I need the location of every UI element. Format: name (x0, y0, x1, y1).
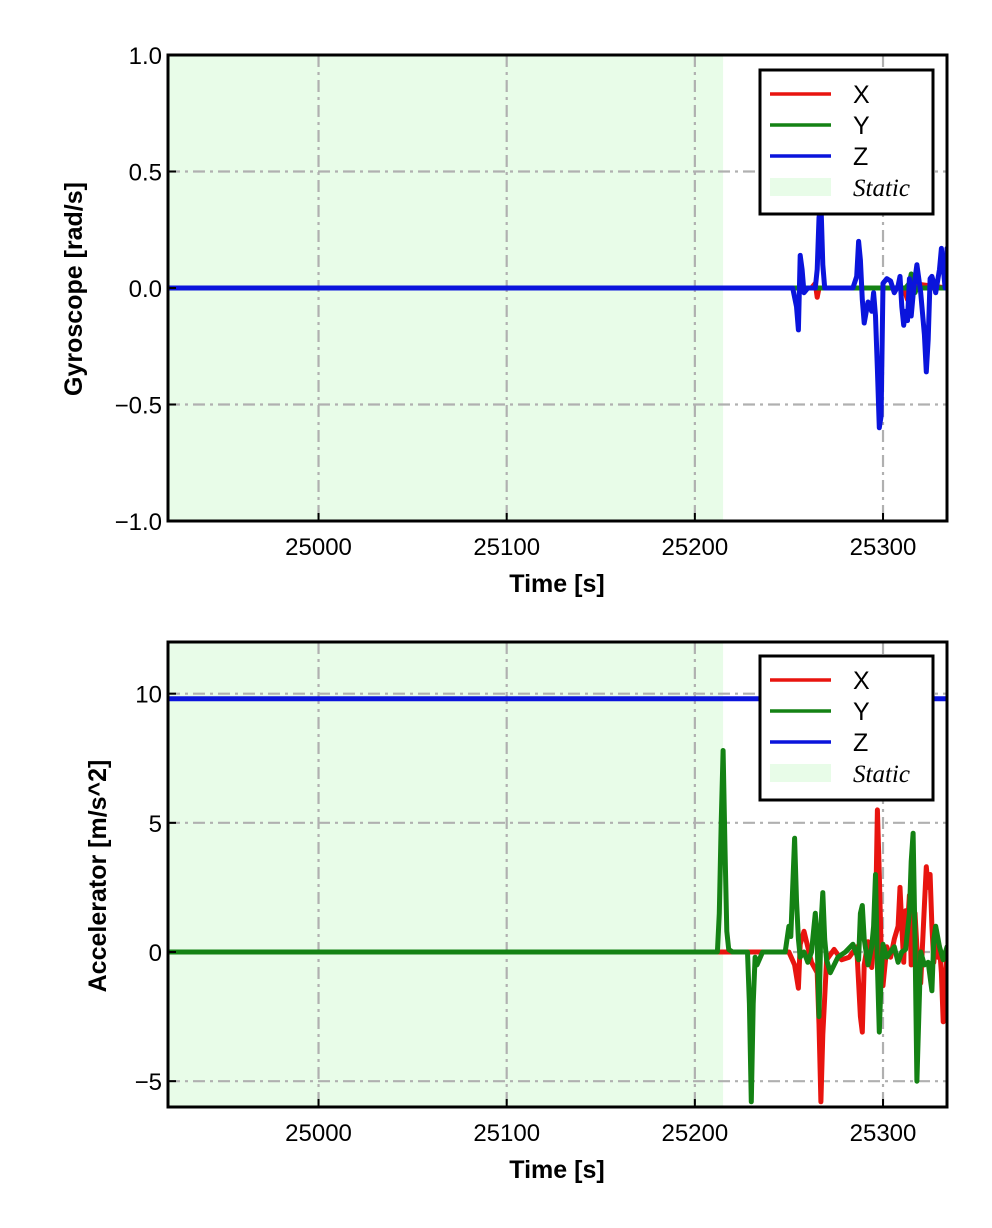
accelerator-y-tick-label: −5 (135, 1069, 162, 1096)
gyroscope-panel: 25000 25100 25200 25300 −1.0 −0.5 0.0 0.5 1.0 XYZ… (60, 43, 949, 598)
accelerator-plot-area: 25000 25100 25200 25300 −5 0 5 10 XYZ Static (135, 640, 949, 1147)
gyroscope-x-tick-label: 25100 (473, 534, 540, 561)
accelerator-x-tick-label: 25300 (850, 1120, 917, 1147)
accelerator-axes-frame (166, 640, 949, 1109)
accelerator-legend-label-static: Static (853, 761, 910, 788)
accelerator-x-axis-title: Time [s] (509, 1156, 604, 1184)
gyroscope-x-axis-title: Time [s] (509, 570, 604, 598)
gyroscope-y-tick-label: −0.5 (115, 393, 162, 420)
gyroscope-y-tick-label: −1.0 (115, 509, 162, 536)
accelerator-y-tick-label: 5 (149, 811, 162, 838)
accelerator-panel: 25000 25100 25200 25300 −5 0 5 10 XYZ Static Time… (84, 640, 949, 1184)
gyroscope-legend-label-x: X (853, 81, 870, 109)
gyroscope-series-group (168, 199, 947, 431)
accelerator-x-tick-label: 25100 (473, 1120, 540, 1147)
accelerator-legend: XYZ Static (758, 654, 935, 802)
gyroscope-legend-label-static: Static (853, 175, 910, 202)
accelerator-legend-label-x: X (853, 667, 870, 695)
accelerator-x-tick-label: 25000 (285, 1120, 352, 1147)
gyroscope-series-z-line (168, 199, 947, 431)
gyroscope-y-axis-title: Gyroscope [rad/s] (60, 182, 88, 396)
accelerator-legend-label-y: Y (853, 698, 870, 726)
accelerator-static-region (168, 642, 724, 1107)
accelerator-legend-swatch-static (770, 764, 831, 782)
accelerator-x-tick-label: 25200 (661, 1120, 728, 1147)
gyroscope-legend-label-y: Y (853, 112, 870, 140)
gyroscope-y-tick-label: 0.5 (129, 160, 162, 187)
accelerator-series-y-line (168, 748, 947, 1105)
gyroscope-x-tick-label: 25000 (285, 534, 352, 561)
gyroscope-plot-area: 25000 25100 25200 25300 −1.0 −0.5 0.0 0.5 1.0 XYZ… (115, 43, 949, 561)
gyroscope-y-tick-label: 0.0 (129, 276, 162, 303)
gyroscope-x-tick-label: 25300 (850, 534, 917, 561)
accelerator-legend-label-z: Z (853, 729, 868, 757)
gyroscope-legend: XYZ Static (758, 68, 935, 216)
accelerator-y-axis-title: Accelerator [m/s^2] (84, 760, 112, 993)
gyroscope-y-tick-label: 1.0 (129, 43, 162, 70)
accelerator-y-tick-label: 10 (135, 682, 162, 709)
gyroscope-legend-label-z: Z (853, 143, 868, 171)
accelerator-y-tick-label: 0 (149, 940, 162, 967)
gyroscope-legend-swatch-static (770, 178, 831, 196)
gyroscope-x-tick-label: 25200 (661, 534, 728, 561)
